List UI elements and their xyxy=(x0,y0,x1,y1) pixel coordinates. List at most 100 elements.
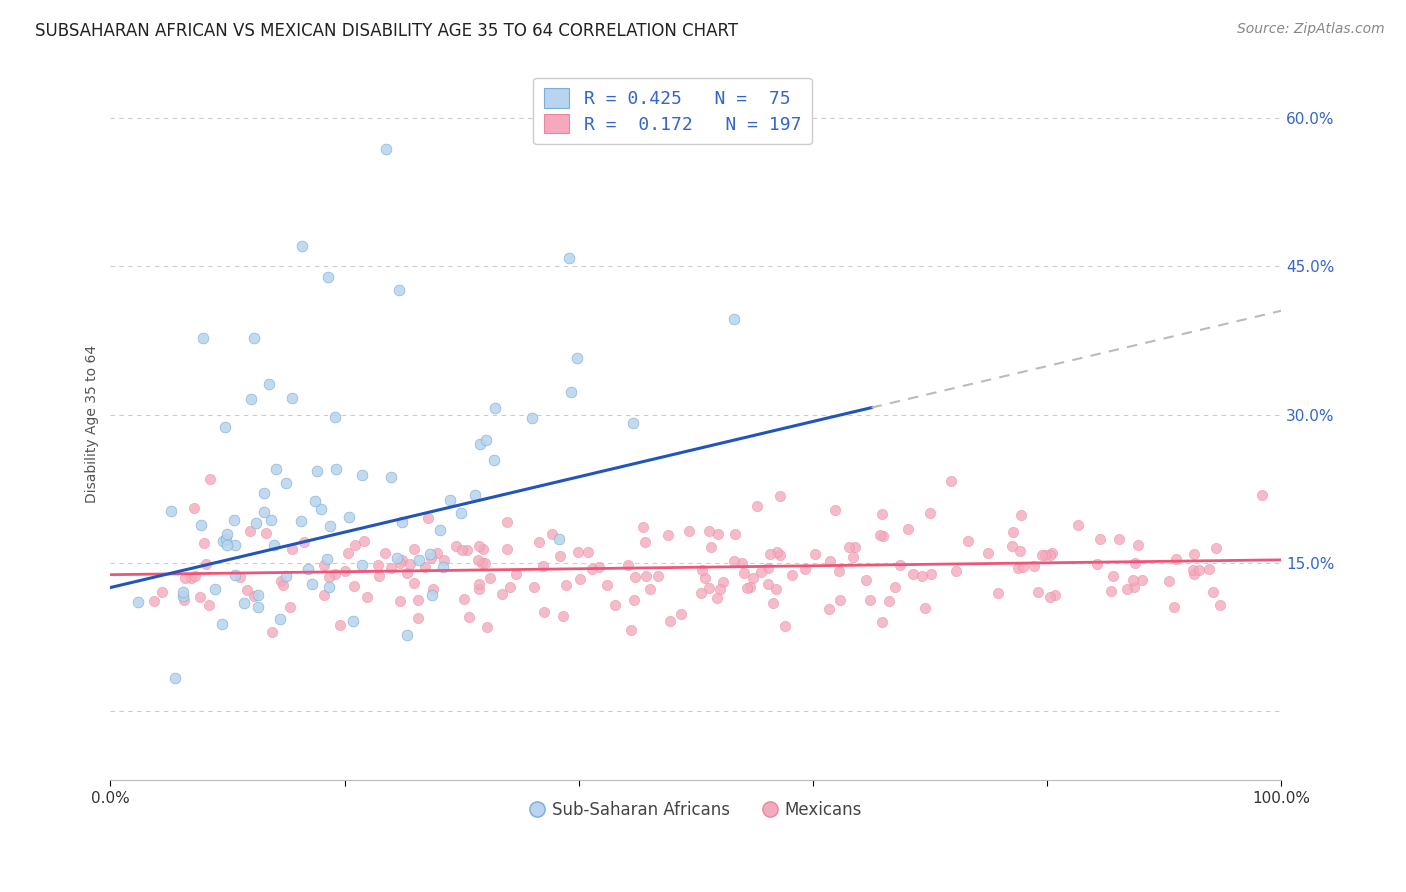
Point xyxy=(150,585,173,599)
Point xyxy=(1033,548,1056,562)
Point xyxy=(253,486,276,500)
Point xyxy=(723,526,745,541)
Point xyxy=(245,516,267,530)
Point xyxy=(416,511,439,525)
Point xyxy=(1130,573,1153,587)
Point xyxy=(588,560,610,574)
Point xyxy=(243,589,266,603)
Point xyxy=(184,569,207,583)
Point xyxy=(191,331,214,345)
Point xyxy=(314,589,336,603)
Point xyxy=(1115,582,1137,596)
Point xyxy=(621,416,644,430)
Point xyxy=(914,601,936,615)
Point xyxy=(693,571,716,585)
Point xyxy=(281,391,304,405)
Point xyxy=(541,527,564,541)
Point xyxy=(773,619,796,633)
Point xyxy=(290,514,312,528)
Point xyxy=(214,532,236,546)
Point xyxy=(274,475,297,490)
Text: SUBSAHARAN AFRICAN VS MEXICAN DISABILITY AGE 35 TO 64 CORRELATION CHART: SUBSAHARAN AFRICAN VS MEXICAN DISABILITY… xyxy=(35,22,738,40)
Point xyxy=(269,612,291,626)
Point xyxy=(901,567,924,582)
Point xyxy=(987,586,1010,600)
Point xyxy=(529,535,551,549)
Point xyxy=(793,562,815,576)
Point xyxy=(173,592,195,607)
Point xyxy=(217,538,239,552)
Point xyxy=(1007,561,1029,575)
Point xyxy=(762,596,785,610)
Point xyxy=(301,576,323,591)
Point xyxy=(749,565,772,579)
Point xyxy=(420,550,443,565)
Point xyxy=(342,614,364,628)
Point xyxy=(1163,599,1185,614)
Point xyxy=(1166,552,1188,566)
Point xyxy=(638,582,661,597)
Point xyxy=(247,588,270,602)
Point xyxy=(1085,557,1108,571)
Point xyxy=(479,572,502,586)
Point xyxy=(706,591,728,606)
Point xyxy=(520,411,543,425)
Point xyxy=(224,538,246,552)
Point xyxy=(160,504,183,518)
Point xyxy=(491,587,513,601)
Point xyxy=(278,599,301,614)
Point xyxy=(190,518,212,533)
Point xyxy=(505,567,527,582)
Point xyxy=(356,590,378,604)
Point xyxy=(474,556,496,570)
Point xyxy=(581,562,603,576)
Point xyxy=(709,582,731,596)
Point xyxy=(413,559,436,574)
Point xyxy=(214,420,236,434)
Point xyxy=(464,488,486,502)
Point xyxy=(380,561,402,575)
Point xyxy=(769,548,792,562)
Point xyxy=(631,520,654,534)
Point xyxy=(194,557,217,571)
Point xyxy=(446,539,468,553)
Point xyxy=(406,610,429,624)
Point xyxy=(1205,541,1227,555)
Point xyxy=(1157,574,1180,588)
Point xyxy=(1123,556,1146,570)
Point xyxy=(700,540,723,554)
Point xyxy=(337,510,360,524)
Point xyxy=(723,554,745,568)
Point xyxy=(742,571,765,585)
Point xyxy=(877,594,900,608)
Point xyxy=(1122,580,1144,594)
Point xyxy=(804,547,827,561)
Point xyxy=(1001,539,1024,553)
Point xyxy=(576,544,599,558)
Point xyxy=(127,595,149,609)
Point xyxy=(548,533,571,547)
Point xyxy=(723,312,745,326)
Point xyxy=(634,535,657,549)
Point xyxy=(1101,569,1123,583)
Point xyxy=(1039,548,1062,562)
Point xyxy=(426,546,449,560)
Point xyxy=(735,581,758,595)
Point xyxy=(1011,559,1033,574)
Point xyxy=(396,628,419,642)
Point xyxy=(215,527,238,541)
Point xyxy=(569,572,592,586)
Point xyxy=(658,614,681,628)
Point xyxy=(624,569,647,583)
Point xyxy=(391,552,413,566)
Point xyxy=(343,579,366,593)
Point xyxy=(897,522,920,536)
Point xyxy=(657,527,679,541)
Point xyxy=(617,558,640,573)
Point xyxy=(193,536,215,550)
Point xyxy=(745,499,768,513)
Point xyxy=(1002,524,1025,539)
Legend: Sub-Saharan Africans, Mexicans: Sub-Saharan Africans, Mexicans xyxy=(523,794,869,825)
Point xyxy=(945,564,967,578)
Point xyxy=(380,469,402,483)
